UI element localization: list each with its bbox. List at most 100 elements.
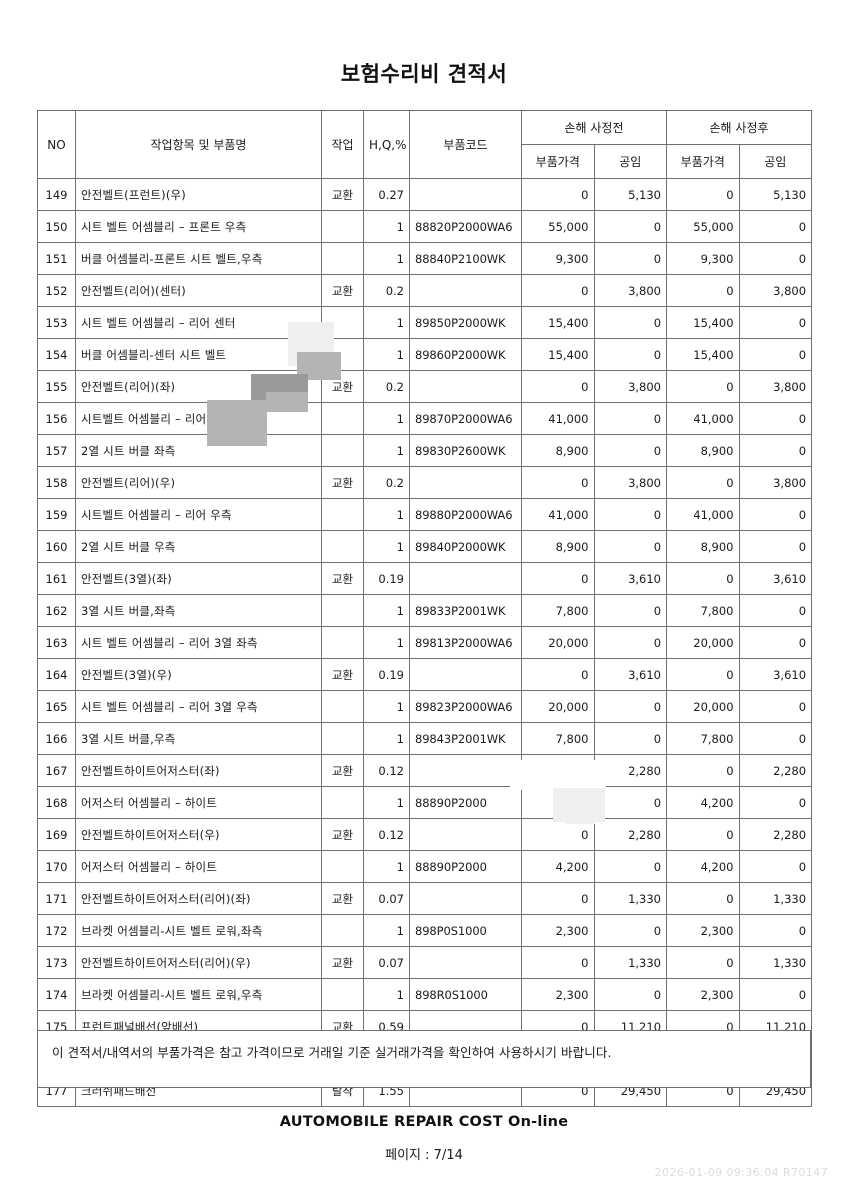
row-before-part-price: 7,800 bbox=[521, 722, 595, 755]
row-after-part-price: 41,000 bbox=[666, 498, 740, 531]
row-before-part-price: 0 bbox=[521, 562, 595, 595]
row-part-code: 89830P2600WK bbox=[409, 434, 522, 467]
watermark-timestamp: 2026-01-09 09:36:04 R70147 bbox=[654, 1166, 828, 1179]
row-after-labor: 1,330 bbox=[738, 946, 813, 979]
row-before-labor: 0 bbox=[593, 402, 668, 435]
row-description: 시트 벨트 어셈블리 – 리어 센터 bbox=[75, 306, 322, 339]
row-description: 어저스터 어셈블리 – 하이트 bbox=[75, 850, 322, 883]
row-after-part-price: 7,800 bbox=[666, 722, 740, 755]
row-before-labor: 0 bbox=[593, 690, 668, 723]
row-before-part-price: 55,000 bbox=[521, 210, 595, 243]
row-after-labor: 0 bbox=[738, 914, 813, 947]
row-after-part-price: 4,200 bbox=[666, 850, 740, 883]
row-part-code: 898P0S1000 bbox=[409, 914, 522, 947]
table-row: 161 안전벨트(3열)(좌) 교환 0.19 0 3,610 0 3,610 bbox=[37, 562, 813, 595]
row-after-labor: 5,130 bbox=[738, 178, 813, 211]
row-before-labor: 0 bbox=[593, 242, 668, 275]
row-after-labor: 0 bbox=[738, 722, 813, 755]
table-row: 158 안전벨트(리어)(우) 교환 0.2 0 3,800 0 3,800 bbox=[37, 466, 813, 499]
footer-page-number: 페이지 : 7/14 bbox=[385, 1148, 463, 1163]
row-hq-value: 0.12 bbox=[363, 754, 410, 787]
group-header-before-assessment: 손해 사정전 bbox=[520, 110, 668, 145]
row-hq-value: 1 bbox=[363, 594, 410, 627]
row-before-part-price: 0 bbox=[521, 178, 595, 211]
row-hq-value: 1 bbox=[363, 434, 410, 467]
table-row: 151 버클 어셈블리-프론트 시트 벨트,우측 1 88840P2100WK 9,30… bbox=[37, 242, 813, 275]
row-after-part-price: 4,200 bbox=[666, 786, 740, 819]
row-hq-value: 1 bbox=[363, 914, 410, 947]
row-number: 157 bbox=[37, 434, 76, 467]
row-before-labor: 0 bbox=[593, 338, 668, 371]
row-part-code bbox=[409, 658, 522, 691]
row-before-labor: 2,280 bbox=[593, 818, 668, 851]
row-before-labor: 3,800 bbox=[593, 466, 668, 499]
row-description: 안전벨트(3열)(우) bbox=[75, 658, 322, 691]
row-before-labor: 3,610 bbox=[593, 658, 668, 691]
row-before-part-price: 20,000 bbox=[521, 690, 595, 723]
row-after-part-price: 0 bbox=[666, 370, 740, 403]
row-after-part-price: 20,000 bbox=[666, 626, 740, 659]
column-header-before-labor: 공임 bbox=[593, 144, 668, 179]
row-before-part-price: 41,000 bbox=[521, 402, 595, 435]
row-before-labor: 0 bbox=[593, 786, 668, 819]
column-header-part-code: 부품코드 bbox=[409, 110, 522, 179]
table-row: 153 시트 벨트 어셈블리 – 리어 센터 1 89850P2000WK 15,400… bbox=[37, 306, 813, 339]
column-header-no: NO bbox=[37, 110, 76, 179]
row-before-labor: 0 bbox=[593, 530, 668, 563]
row-hq-value: 1 bbox=[363, 306, 410, 339]
row-number: 171 bbox=[37, 882, 76, 915]
row-number: 168 bbox=[37, 786, 76, 819]
table-row: 174 브라켓 어셈블리-시트 벨트 로워,우측 1 898R0S1000 2,300 0… bbox=[37, 978, 813, 1011]
row-hq-value: 1 bbox=[363, 786, 410, 819]
row-before-part-price: 0 bbox=[521, 466, 595, 499]
table-header-row-sub: 부품가격 공임 부품가격 공임 bbox=[38, 144, 813, 179]
row-before-part-price: 0 bbox=[521, 818, 595, 851]
row-number: 173 bbox=[37, 946, 76, 979]
row-before-labor: 1,330 bbox=[593, 946, 668, 979]
table-body: 149 안전벨트(프런트)(우) 교환 0.27 0 5,130 0 5,130 150 시트 벨… bbox=[37, 178, 813, 1107]
row-after-part-price: 20,000 bbox=[666, 690, 740, 723]
row-description: 안전벨트(리어)(센터) bbox=[75, 274, 322, 307]
row-number: 154 bbox=[37, 338, 76, 371]
row-before-labor: 0 bbox=[593, 978, 668, 1011]
column-header-work: 작업 bbox=[321, 110, 364, 179]
table-row: 168 어저스터 어셈블리 – 하이트 1 88890P2000 4,200 0 4,200… bbox=[37, 786, 813, 819]
row-number: 156 bbox=[37, 402, 76, 435]
row-before-labor: 0 bbox=[593, 434, 668, 467]
row-description: 시트 벨트 어셈블리 – 리어 3열 우측 bbox=[75, 690, 322, 723]
row-before-labor: 3,800 bbox=[593, 370, 668, 403]
row-hq-value: 1 bbox=[363, 690, 410, 723]
row-after-part-price: 0 bbox=[666, 562, 740, 595]
row-after-part-price: 0 bbox=[666, 946, 740, 979]
row-number: 152 bbox=[37, 274, 76, 307]
row-hq-value: 1 bbox=[363, 626, 410, 659]
column-header-hq: H,Q,% bbox=[363, 110, 410, 179]
row-description: 안전벨트(리어)(좌) bbox=[75, 370, 322, 403]
table-row: 162 3열 시트 버클,좌측 1 89833P2001WK 7,800 0 7,800 0 bbox=[37, 594, 813, 627]
row-description: 버클 어셈블리-센터 시트 벨트 bbox=[75, 338, 322, 371]
row-part-code bbox=[409, 882, 522, 915]
repair-estimate-table: NO 작업항목 및 부품명 작업 H,Q,% 부품코드 손해 사정전 손해 사정… bbox=[37, 110, 813, 1107]
row-after-labor: 0 bbox=[738, 978, 813, 1011]
row-before-labor: 0 bbox=[593, 850, 668, 883]
row-before-part-price: 0 bbox=[521, 658, 595, 691]
row-before-labor: 0 bbox=[593, 210, 668, 243]
row-after-labor: 0 bbox=[738, 402, 813, 435]
row-part-code bbox=[409, 946, 522, 979]
row-part-code: 89823P2000WA6 bbox=[409, 690, 522, 723]
column-header-after-part-price: 부품가격 bbox=[666, 144, 740, 179]
row-after-labor: 3,800 bbox=[738, 370, 813, 403]
row-before-part-price: 0 bbox=[521, 946, 595, 979]
row-work-type bbox=[321, 338, 364, 371]
row-work-type: 교환 bbox=[321, 658, 364, 691]
row-part-code: 89860P2000WK bbox=[409, 338, 522, 371]
row-after-labor: 3,610 bbox=[738, 562, 813, 595]
row-before-labor: 0 bbox=[593, 594, 668, 627]
row-work-type bbox=[321, 434, 364, 467]
row-number: 158 bbox=[37, 466, 76, 499]
row-description: 안전벨트(3열)(좌) bbox=[75, 562, 322, 595]
row-before-part-price: 41,000 bbox=[521, 498, 595, 531]
row-before-part-price: 0 bbox=[521, 754, 595, 787]
row-work-type: 교환 bbox=[321, 818, 364, 851]
row-after-labor: 2,280 bbox=[738, 754, 813, 787]
